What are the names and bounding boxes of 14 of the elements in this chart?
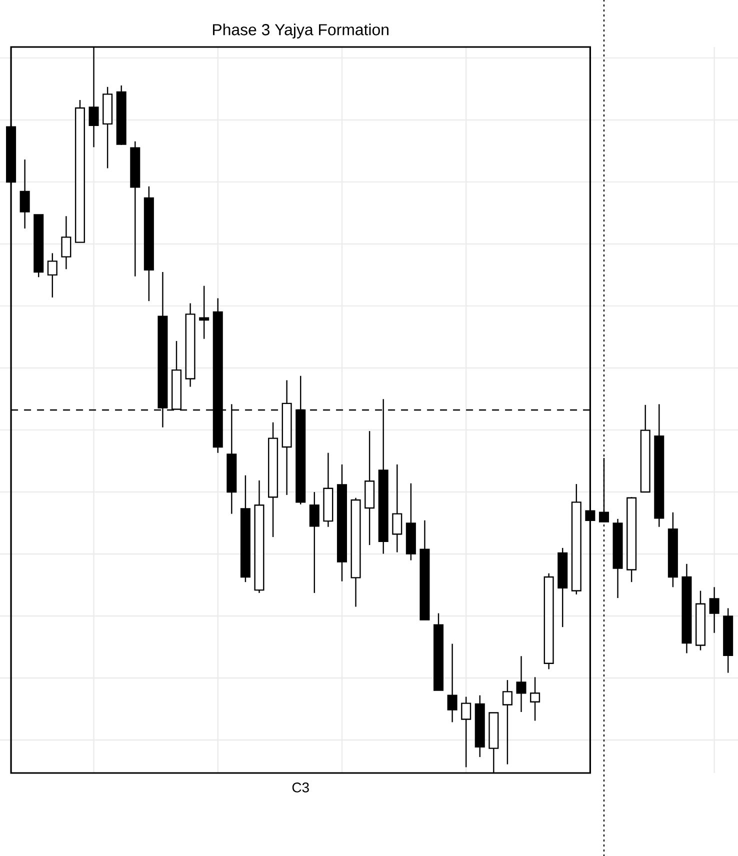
text: C3: [292, 782, 309, 792]
candlestick: [309, 491, 320, 594]
candlestick: [502, 679, 512, 765]
candlestick: [530, 676, 540, 722]
candlestick: [61, 216, 72, 270]
candlestick: [392, 464, 402, 553]
chart-title: Phase 3 Yajya Formation: [213, 24, 388, 38]
candlestick: [20, 158, 30, 230]
candlestick: [516, 656, 526, 713]
candlestick: [447, 643, 458, 723]
candlestick: [709, 586, 720, 634]
candlestick: [47, 252, 58, 298]
candlestick: [199, 285, 210, 340]
candlestick: [461, 696, 472, 768]
